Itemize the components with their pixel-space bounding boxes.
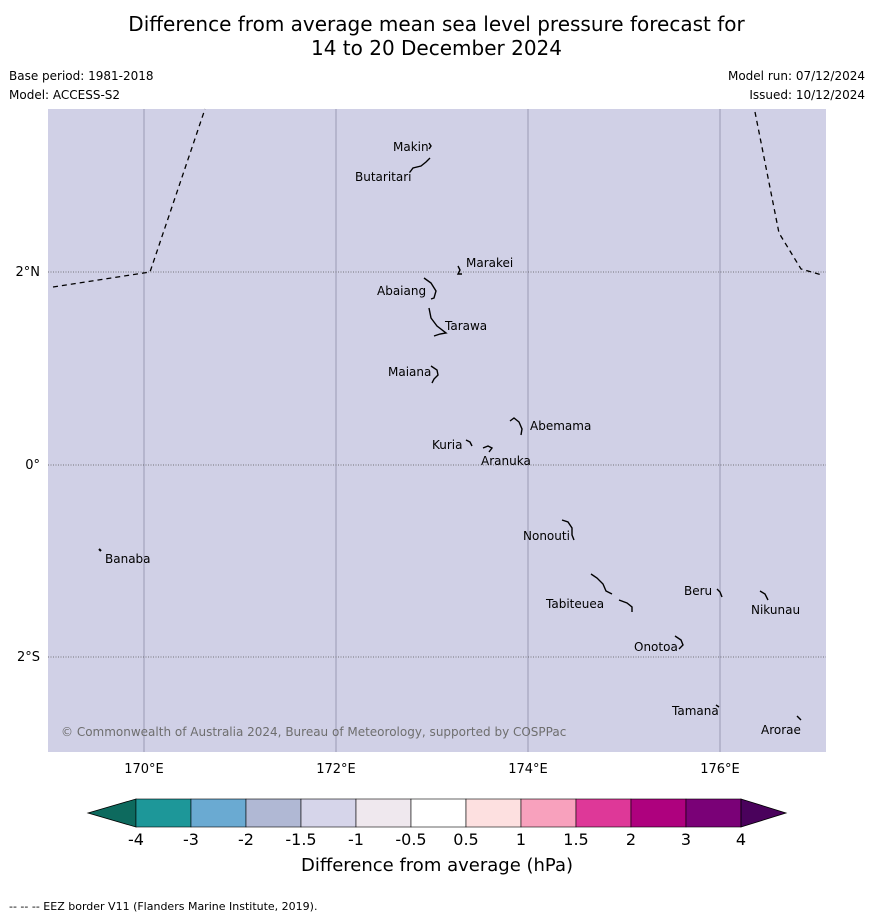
label-butaritari: Butaritari (355, 170, 412, 184)
label-marakei: Marakei (466, 256, 513, 270)
island-nonouti (561, 519, 575, 541)
lon-tick-170e: 170°E (124, 762, 164, 777)
label-abaiang: Abaiang (377, 284, 426, 298)
colorbar-bin-8 (520, 798, 577, 828)
lat-tick-labels: 2°N 0° 2°S (16, 265, 41, 665)
colorbar-over-arrow (740, 798, 788, 828)
model-run: Model run: 07/12/2024 (727, 69, 865, 83)
islands (98, 142, 802, 721)
label-aranuka: Aranuka (481, 454, 531, 468)
eez-footnote: -- -- -- EEZ border V11 (Flanders Marine… (9, 900, 318, 913)
label-abemama: Abemama (530, 419, 591, 433)
island-tamana (715, 704, 720, 708)
meta-right: Model run: 07/12/2024 Issued: 10/12/2024 (728, 69, 865, 107)
map-title: Difference from average mean sea level p… (0, 12, 873, 60)
colorbar-label-12: 4 (736, 830, 746, 849)
island-abemama (509, 417, 523, 436)
island-beru (716, 588, 723, 598)
lat-tick-0: 0° (25, 458, 40, 473)
colorbar-label-6: -0.5 (395, 830, 426, 849)
island-makin (428, 142, 432, 150)
label-kuria: Kuria (432, 438, 463, 452)
label-banaba: Banaba (105, 552, 151, 566)
colorbar-bin-10 (630, 798, 687, 828)
colorbar-label-5: -1 (348, 830, 364, 849)
colorbar-bin-2 (190, 798, 247, 828)
island-banaba (98, 548, 102, 552)
island-nikunau (759, 590, 769, 601)
eez-borders (52, 108, 823, 288)
label-onotoa: Onotoa (634, 640, 678, 654)
island-tarawa (428, 307, 448, 337)
colorbar-label-8: 1 (516, 830, 526, 849)
colorbar-label-2: -3 (183, 830, 199, 849)
label-tabiteuea: Tabiteuea (545, 597, 604, 611)
colorbar-title: Difference from average (hPa) (301, 855, 573, 876)
meta-left: Base period: 1981-2018 Model: ACCESS-S2 (9, 69, 154, 107)
label-makin: Makin (393, 140, 429, 154)
island-marakei (456, 265, 462, 275)
colorbar-bin-9 (575, 798, 632, 828)
colorbar-bin-7 (465, 798, 522, 828)
label-arorae: Arorae (761, 723, 801, 737)
issued-date: Issued: 10/12/2024 (749, 88, 865, 102)
title-line-2: 14 to 20 December 2024 (310, 36, 562, 60)
lon-tick-176e: 176°E (700, 762, 740, 777)
model-name: Model: ACCESS-S2 (9, 88, 121, 102)
label-tamana: Tamana (671, 704, 719, 718)
island-abaiang (423, 277, 437, 300)
island-arorae (796, 715, 802, 721)
colorbar-bin-4 (300, 798, 357, 828)
colorbar-bin-1 (135, 798, 192, 828)
island-onotoa (674, 635, 684, 650)
colorbar-label-4: -1.5 (285, 830, 316, 849)
map-figure: Makin Butaritari Marakei Abaiang Tarawa … (16, 108, 826, 876)
lon-tick-174e: 174°E (508, 762, 548, 777)
colorbar-label-11: 3 (681, 830, 691, 849)
title-line-1: Difference from average mean sea level p… (128, 12, 745, 36)
label-nikunau: Nikunau (751, 603, 800, 617)
label-tarawa: Tarawa (444, 319, 487, 333)
label-nonouti: Nonouti (523, 529, 570, 543)
island-maiana (430, 365, 439, 384)
map-panel (48, 109, 826, 752)
colorbar-bin-5 (355, 798, 412, 828)
colorbar-label-7: 0.5 (453, 830, 478, 849)
base-period: Base period: 1981-2018 (9, 69, 154, 83)
lon-tick-labels: 170°E 172°E 174°E 176°E (124, 762, 740, 777)
island-tabiteuea (590, 573, 633, 612)
colorbar-under-arrow (86, 798, 137, 828)
colorbar-bin-6 (410, 798, 467, 828)
lat-tick-2n: 2°N (16, 265, 41, 280)
gridlines (48, 109, 826, 752)
colorbar-label-10: 2 (626, 830, 636, 849)
island-aranuka (482, 445, 494, 453)
label-beru: Beru (684, 584, 712, 598)
eez-border-east (754, 111, 823, 276)
colorbar-label-1: -4 (128, 830, 144, 849)
colorbar-bin-11 (685, 798, 742, 828)
copyright-notice: © Commonwealth of Australia 2024, Bureau… (61, 725, 566, 739)
lat-tick-2s: 2°S (17, 650, 40, 665)
island-butaritari (409, 157, 431, 173)
colorbar-bin-3 (245, 798, 302, 828)
lon-tick-172e: 172°E (316, 762, 356, 777)
label-maiana: Maiana (388, 365, 431, 379)
colorbar-label-9: 1.5 (563, 830, 588, 849)
colorbar-label-3: -2 (238, 830, 254, 849)
island-kuria (465, 439, 473, 447)
place-labels: Makin Butaritari Marakei Abaiang Tarawa … (105, 140, 801, 737)
colorbar: -4 -3 -2 -1.5 -1 -0.5 0.5 1 1.5 2 3 4 Di… (86, 798, 788, 876)
